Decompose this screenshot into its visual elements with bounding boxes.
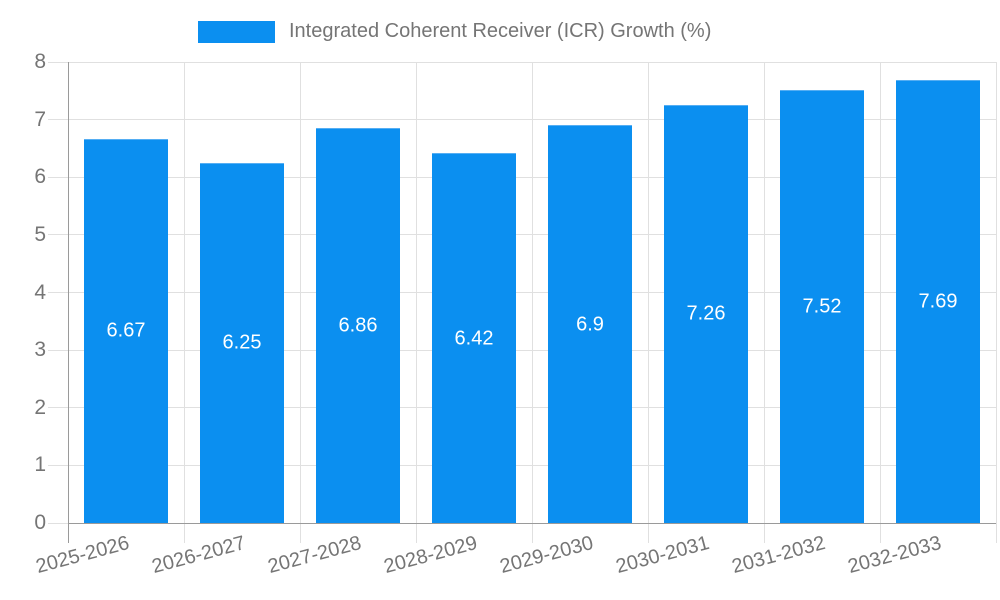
y-gridline [48, 176, 996, 178]
bar[interactable]: 6.25 [200, 162, 284, 523]
x-axis-line [68, 522, 996, 524]
x-gridline [183, 62, 185, 543]
x-gridline [647, 62, 649, 543]
bar[interactable]: 6.67 [84, 138, 168, 523]
legend-swatch [198, 20, 275, 43]
y-gridline [48, 292, 996, 293]
y-axis-tick-label: 2 [34, 395, 46, 419]
bar[interactable]: 6.86 [316, 127, 400, 523]
y-axis-line [67, 62, 69, 543]
bar-value-label: 7.26 [686, 302, 726, 325]
bar-value-label: 6.86 [338, 314, 378, 337]
bar-value-label: 6.67 [106, 319, 146, 342]
bar[interactable]: 7.26 [664, 104, 748, 523]
y-axis-tick-label: 7 [34, 107, 46, 131]
y-gridline [48, 407, 996, 409]
x-gridline [879, 62, 881, 543]
bar[interactable]: 6.9 [548, 125, 632, 523]
y-gridline [48, 234, 996, 236]
x-gridline [415, 62, 417, 543]
y-axis-tick-label: 1 [34, 453, 46, 477]
y-gridline [48, 349, 996, 351]
x-gridline [531, 62, 533, 543]
x-gridline [299, 62, 301, 543]
y-axis-tick-label: 0 [34, 511, 46, 534]
bar-value-label: 6.9 [576, 313, 604, 336]
y-axis-tick-label: 3 [34, 338, 46, 362]
y-gridline [48, 119, 996, 121]
y-axis-tick-label: 5 [34, 222, 46, 246]
x-gridline [763, 62, 765, 543]
x-gridline [995, 62, 997, 543]
bar-value-label: 6.25 [222, 331, 262, 354]
y-axis-tick-label: 6 [34, 165, 46, 189]
y-axis-tick-label: 8 [34, 50, 46, 73]
y-gridline [48, 61, 996, 63]
y-axis-tick-label: 4 [34, 280, 46, 304]
bar-value-label: 6.42 [454, 327, 494, 350]
bar-value-label: 7.69 [918, 290, 958, 313]
y-gridline [48, 464, 996, 466]
bar[interactable]: 7.69 [896, 79, 980, 523]
legend-label: Integrated Coherent Receiver (ICR) Growt… [289, 20, 712, 42]
bar-value-label: 7.52 [802, 295, 842, 318]
bar[interactable]: 7.52 [780, 89, 864, 523]
legend-item[interactable]: Integrated Coherent Receiver (ICR) Growt… [198, 20, 711, 43]
bar[interactable]: 6.42 [432, 153, 516, 523]
